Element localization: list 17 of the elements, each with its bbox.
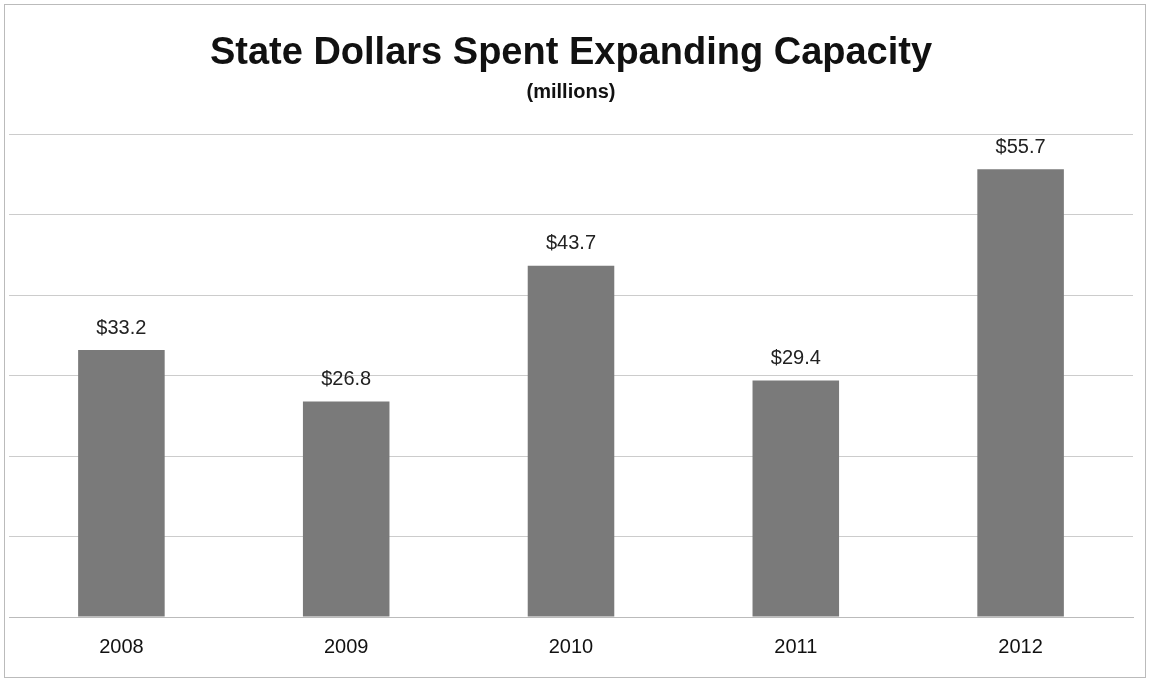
data-label: $55.7: [995, 134, 1046, 157]
x-tick-label: 2012: [998, 634, 1043, 657]
data-label: $43.7: [545, 231, 597, 254]
x-tick-label: 2010: [548, 634, 594, 657]
bar: [78, 350, 165, 617]
data-label: $33.2: [96, 315, 147, 338]
x-tick-label: 2008: [99, 634, 144, 657]
x-tick-label: 2009: [323, 634, 369, 657]
x-tick-label: 2011: [774, 634, 818, 657]
bar: [302, 401, 390, 617]
bar: [527, 265, 615, 617]
data-label: $26.8: [321, 367, 372, 390]
chart-title: State Dollars Spent Expanding Capacity: [209, 30, 933, 73]
bar: [752, 380, 840, 617]
data-label: $29.4: [770, 346, 821, 369]
bar: [977, 169, 1064, 617]
chart-subtitle: (millions): [526, 80, 616, 103]
